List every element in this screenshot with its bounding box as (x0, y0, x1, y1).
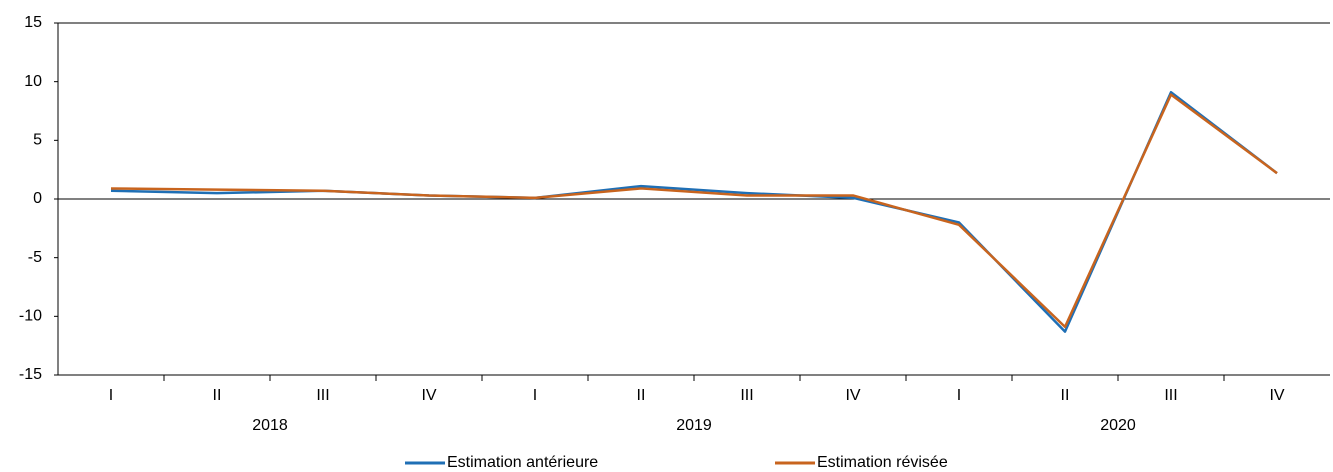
x-tick-label: III (740, 387, 753, 404)
y-tick-label: -5 (28, 249, 42, 266)
x-tick-label: I (957, 387, 961, 404)
series-line (110, 93, 1278, 329)
x-tick-label: II (637, 387, 646, 404)
x-tick-label: IV (1269, 387, 1284, 404)
y-tick-label: 0 (33, 190, 42, 207)
y-tick-label: -10 (19, 308, 42, 325)
legend-label: Estimation antérieure (447, 454, 598, 471)
x-tick-label: III (316, 387, 329, 404)
x-tick-label: II (213, 387, 222, 404)
x-group-label: 2018 (252, 417, 288, 434)
x-tick-label: III (1164, 387, 1177, 404)
y-tick-label: 15 (24, 14, 42, 31)
y-tick-label: 10 (24, 73, 42, 90)
x-tick-label: IV (421, 387, 436, 404)
x-tick-label: II (1061, 387, 1070, 404)
x-group-label: 2019 (676, 417, 712, 434)
x-tick-label: I (109, 387, 113, 404)
y-tick-label: 5 (33, 132, 42, 149)
x-tick-label: IV (845, 387, 860, 404)
x-tick-label: I (533, 387, 537, 404)
legend-label: Estimation révisée (817, 454, 948, 471)
y-tick-label: -15 (19, 366, 42, 383)
series-line (110, 90, 1278, 333)
x-group-label: 2020 (1100, 417, 1136, 434)
